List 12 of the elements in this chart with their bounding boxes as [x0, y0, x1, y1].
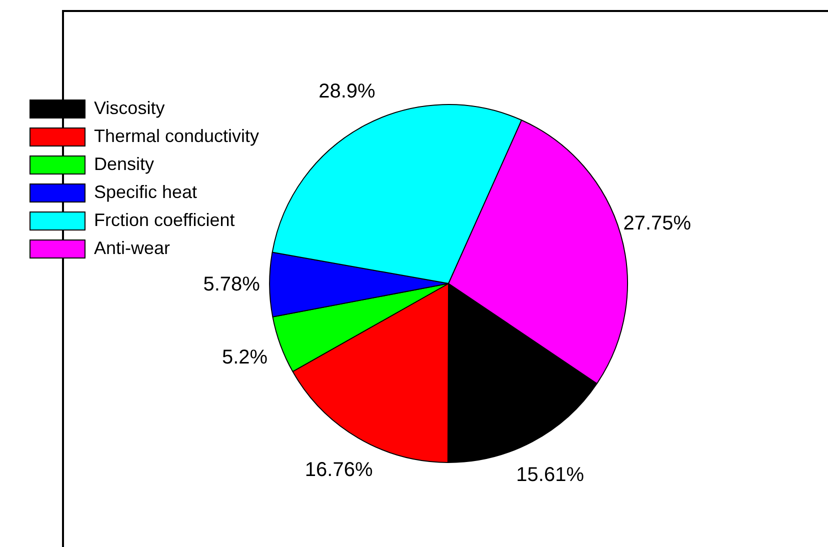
data-label: 5.78% — [203, 273, 260, 296]
data-label: 27.75% — [623, 212, 692, 234]
legend-label: Frction coefficient — [94, 210, 235, 230]
legend-label: Density — [94, 154, 154, 174]
legend-label: Specific heat — [94, 182, 198, 202]
legend-label: Anti-wear — [94, 238, 170, 258]
legend-label: Viscosity — [94, 98, 165, 118]
data-label: 5.2% — [222, 346, 268, 369]
legend-label: Thermal conductivity — [94, 126, 260, 146]
data-label: 16.76% — [304, 459, 373, 482]
data-label: 15.61% — [516, 464, 584, 486]
data-label: 28.9% — [318, 80, 376, 102]
